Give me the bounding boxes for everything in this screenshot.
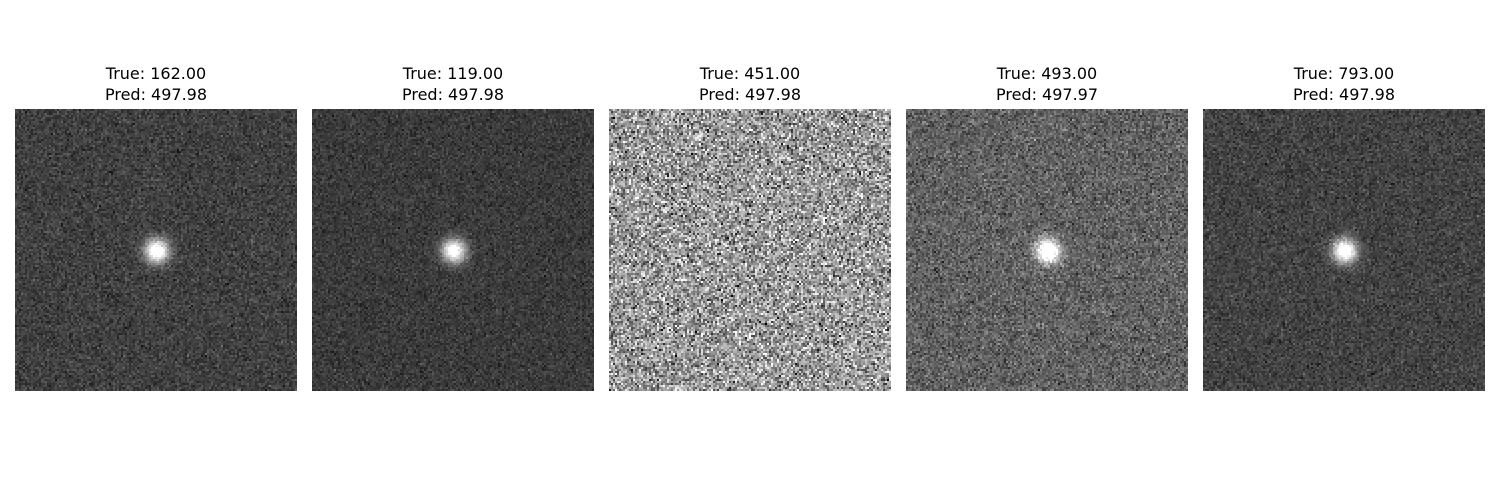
panel-2: True: 119.00 Pred: 497.98 [312,63,594,391]
panel-1: True: 162.00 Pred: 497.98 [15,63,297,391]
true-label: True: 793.00 [1293,64,1395,83]
true-label: True: 162.00 [105,64,207,83]
pred-label: Pred: 497.98 [1292,85,1396,104]
sample-image [1203,109,1485,391]
sample-image [312,109,594,391]
true-label: True: 451.00 [699,64,801,83]
noisy-image-canvas [609,109,891,391]
panel-title: True: 793.00 Pred: 497.98 [1203,63,1485,105]
panel-4: True: 493.00 Pred: 497.97 [906,63,1188,391]
noisy-star-image-canvas [1203,109,1485,391]
sample-image [906,109,1188,391]
pred-label: Pred: 497.98 [401,85,505,104]
panel-title: True: 119.00 Pred: 497.98 [312,63,594,105]
noisy-star-image-canvas [906,109,1188,391]
panel-title: True: 493.00 Pred: 497.97 [906,63,1188,105]
pred-label: Pred: 497.98 [104,85,208,104]
noisy-star-image-canvas [312,109,594,391]
panel-title: True: 451.00 Pred: 497.98 [609,63,891,105]
sample-image [609,109,891,391]
pred-label: Pred: 497.98 [698,85,802,104]
noisy-star-image-canvas [15,109,297,391]
pred-label: Pred: 497.97 [995,85,1099,104]
true-label: True: 493.00 [996,64,1098,83]
panel-3: True: 451.00 Pred: 497.98 [609,63,891,391]
sample-image [15,109,297,391]
panel-5: True: 793.00 Pred: 497.98 [1203,63,1485,391]
panel-title: True: 162.00 Pred: 497.98 [15,63,297,105]
true-label: True: 119.00 [402,64,504,83]
